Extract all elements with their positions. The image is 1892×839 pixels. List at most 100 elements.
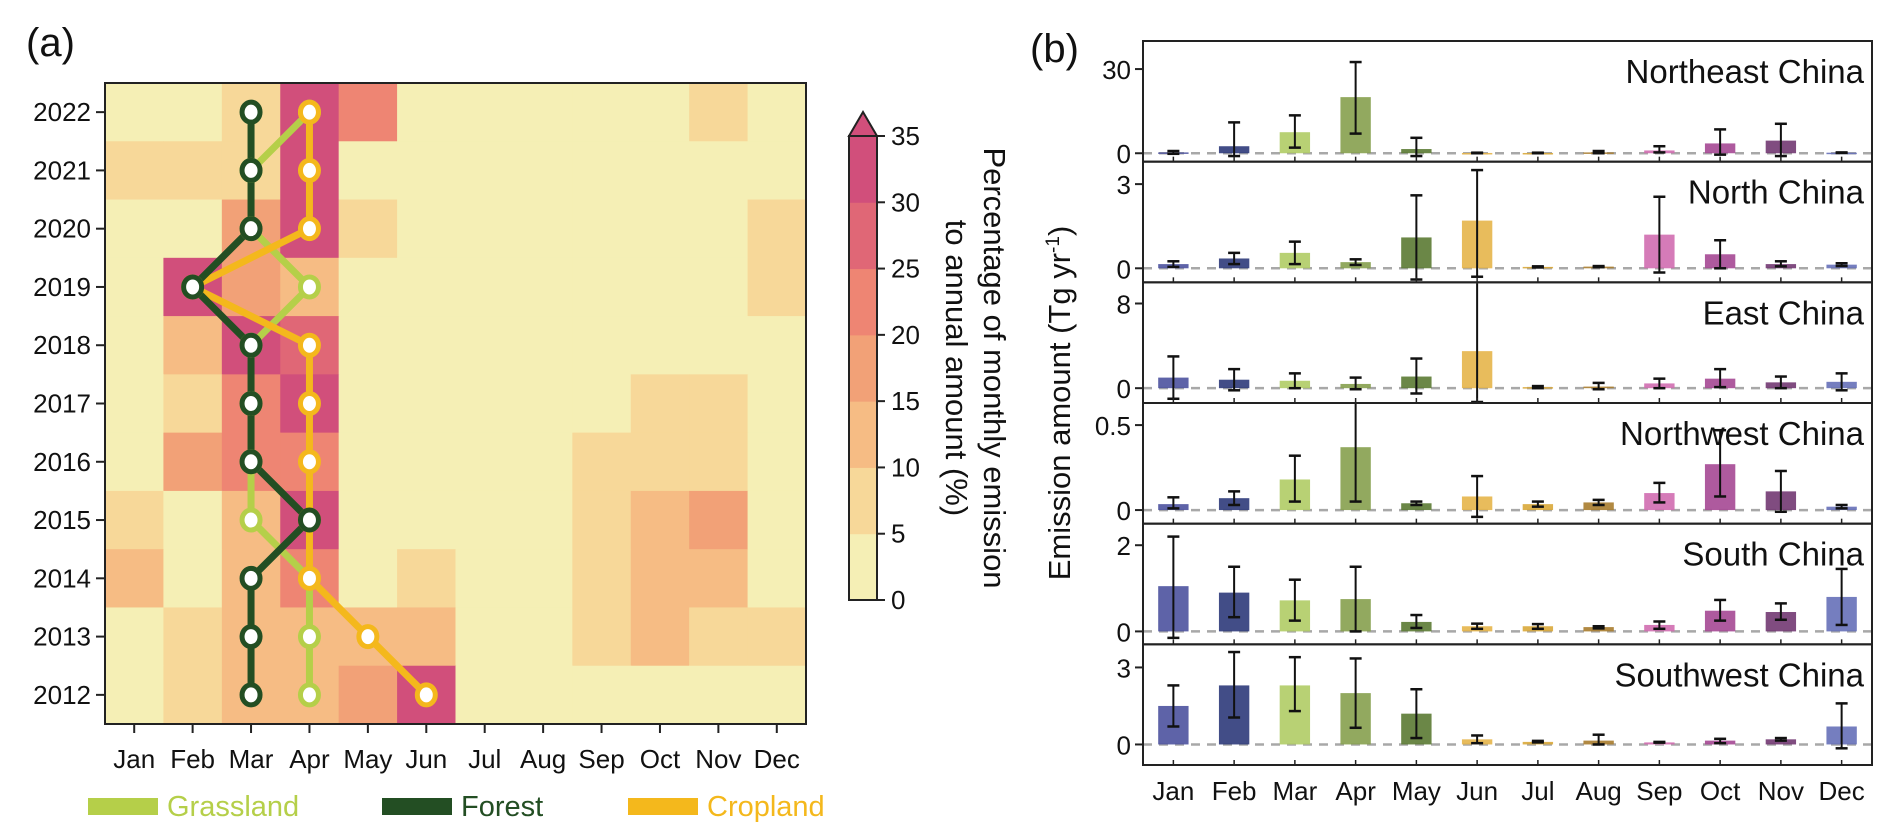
x-tick-label: Oct <box>640 744 681 774</box>
cropland-peak-marker <box>297 391 321 416</box>
bar <box>1401 503 1432 511</box>
heatmap-cell <box>689 432 749 492</box>
heatmap-cell <box>455 316 515 375</box>
heatmap-cell <box>105 665 165 725</box>
colorbar-label-line1: Percentage of monthly emission <box>977 147 1012 588</box>
heatmap-cells <box>105 83 807 725</box>
heatmap-cell <box>630 432 690 492</box>
heatmap-cell <box>455 432 515 492</box>
heatmap-cell <box>630 549 690 609</box>
colorbar-band <box>849 202 877 270</box>
heatmap-cell <box>513 549 573 609</box>
legend: Grassland Forest Cropland <box>88 791 825 823</box>
heatmap-cell <box>572 665 632 725</box>
x-tick-label: Jul <box>468 744 501 774</box>
cropland-peak-marker <box>414 682 438 708</box>
heatmap-x-axis: Jan Feb Mar Apr May Jun Jul Aug Sep Oct Nov Dec <box>113 724 800 774</box>
heatmap-cell <box>630 665 690 725</box>
heatmap-cell <box>397 141 457 201</box>
heatmap-cell <box>513 374 573 434</box>
heatmap-cell <box>747 374 807 434</box>
colorbar-label-line2: to annual amount (%) <box>939 220 974 516</box>
heatmap-cell <box>513 199 573 259</box>
heatmap-cell <box>338 199 398 259</box>
peak-lines <box>181 99 438 708</box>
cropland-peak-marker <box>297 157 321 183</box>
heatmap-cell <box>105 83 165 142</box>
heatmap-cell <box>572 83 632 142</box>
colorbar: 0 5 10 15 20 25 30 35 <box>847 110 920 615</box>
heatmap-cell <box>163 665 223 725</box>
grassland-legend-label: Grassland <box>167 791 299 823</box>
region-title: East China <box>1703 294 1865 331</box>
heatmap-cell <box>747 83 807 142</box>
region-title: Northwest China <box>1620 415 1865 452</box>
heatmap-cell <box>163 607 223 667</box>
y-tick-label: 2017 <box>33 389 91 419</box>
colorbar-tick-label: 0 <box>891 585 905 615</box>
heatmap-cell <box>105 199 165 259</box>
heatmap-cell <box>338 141 398 201</box>
heatmap-cell <box>455 83 515 142</box>
x-tick-label: Sep <box>578 744 624 774</box>
x-tick-label: Jan <box>113 744 155 774</box>
forest-peak-marker <box>239 391 263 416</box>
heatmap-cell <box>397 316 457 375</box>
heatmap-cell <box>747 316 807 375</box>
colorbar-tick-label: 20 <box>891 320 920 350</box>
heatmap-cell <box>397 549 457 609</box>
heatmap-cell <box>397 199 457 259</box>
heatmap-cell <box>513 316 573 375</box>
heatmap-cell <box>747 257 807 317</box>
heatmap-cell <box>513 607 573 667</box>
heatmap-cell <box>689 141 749 201</box>
y-tick-label: 8 <box>1117 290 1131 320</box>
subplot-northwest-china: 0 0.5 Northwest China <box>1095 402 1873 526</box>
colorbar-extend-arrow <box>847 110 879 137</box>
x-tick-label: May <box>343 744 392 774</box>
heatmap-cell <box>163 141 223 201</box>
heatmap-cell <box>747 490 807 550</box>
heatmap-cell <box>163 432 223 492</box>
y-axis-title-main: Emission amount (Tg yr <box>1042 253 1077 580</box>
heatmap-y-axis: 2022 2021 2020 2019 2018 2017 2016 2015 2014 2013… <box>33 97 105 710</box>
cropland-peak-marker <box>297 449 321 475</box>
colorbar-tick-label: 10 <box>891 452 920 482</box>
heatmap-cell <box>630 316 690 375</box>
heatmap-cell <box>689 490 749 550</box>
x-tick-label: Aug <box>520 744 566 774</box>
x-tick-label: Feb <box>170 744 215 774</box>
heatmap-cell <box>513 490 573 550</box>
forest-peak-marker <box>239 99 263 125</box>
y-tick-label: 30 <box>1102 55 1131 85</box>
y-tick-label: 2022 <box>33 97 91 127</box>
colorbar-tick-label: 35 <box>891 121 920 151</box>
heatmap-cell <box>689 257 749 317</box>
y-tick-label: 2020 <box>33 214 91 244</box>
heatmap-cell <box>455 374 515 434</box>
heatmap-cell <box>455 141 515 201</box>
y-tick-label: 3 <box>1117 170 1131 200</box>
colorbar-band <box>849 533 877 601</box>
forest-peak-marker <box>239 332 263 358</box>
cropland-peak-marker <box>297 99 321 125</box>
heatmap-cell <box>747 607 807 667</box>
forest-peak-marker <box>239 157 263 183</box>
bar <box>1765 739 1797 745</box>
heatmap-cell <box>163 199 223 259</box>
heatmap-cell <box>338 490 398 550</box>
heatmap-cell <box>689 607 749 667</box>
cropland-peak-marker <box>297 216 321 242</box>
forest-legend-label: Forest <box>461 791 543 823</box>
heatmap-cell <box>397 257 457 317</box>
y-tick-label: 0 <box>1117 139 1131 169</box>
grassland-legend-swatch <box>88 798 158 815</box>
heatmap-cell <box>338 432 398 492</box>
heatmap-cell <box>338 549 398 609</box>
colorbar-band <box>849 268 877 336</box>
heatmap-cell <box>105 490 165 550</box>
heatmap-cell <box>105 257 165 317</box>
x-tick-label: Jun <box>405 744 447 774</box>
cropland-peak-marker <box>297 332 321 358</box>
